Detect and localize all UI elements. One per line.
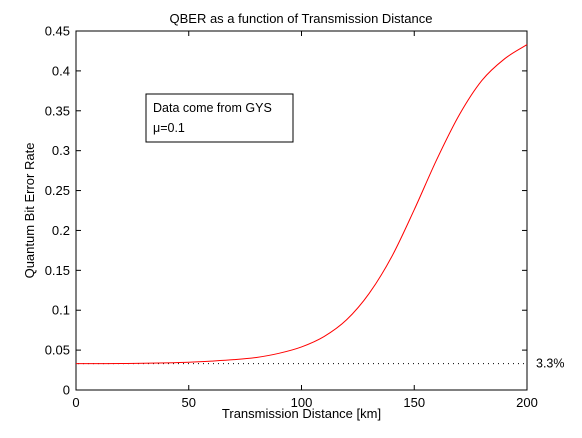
x-axis: 0 50 100 150 200	[72, 31, 538, 410]
annotation-line-mu: μ=0.1	[153, 121, 185, 135]
annotation-line-source: Data come from GYS	[153, 101, 272, 115]
y-tick-label: 0.25	[45, 183, 70, 198]
y-axis: 0 0.05 0.1 0.15 0.2 0.25 0.3 0.35 0.4 0.45	[45, 24, 527, 398]
annotation-box: Data come from GYS μ=0.1	[145, 93, 294, 143]
y-tick-label: 0.4	[52, 63, 70, 78]
x-tick-label: 150	[403, 395, 425, 410]
y-tick-label: 0.45	[45, 24, 70, 39]
y-tick-label: 0.35	[45, 103, 70, 118]
x-tick-label: 100	[291, 395, 313, 410]
x-tick-label: 50	[182, 395, 196, 410]
x-tick-label: 0	[72, 395, 79, 410]
axes-box	[75, 30, 528, 391]
y-tick-label: 0.1	[52, 303, 70, 318]
reference-line-label: 3.3%	[536, 357, 565, 371]
chart-title: QBER as a function of Transmission Dista…	[169, 11, 432, 26]
annotation-box-border	[145, 93, 294, 143]
x-axis-label: Transmission Distance [km]	[222, 406, 381, 421]
y-tick-label: 0.2	[52, 223, 70, 238]
y-tick-label: 0	[63, 383, 70, 398]
y-axis-label: Quantum Bit Error Rate	[22, 143, 37, 279]
plot-area: 0 50 100 150 200 00.050.10.150.20.250.30.350…	[45, 24, 538, 411]
series-line-qber	[75, 44, 528, 365]
y-tick-label: 0.05	[45, 343, 70, 358]
y-tick-label: 0.15	[45, 263, 70, 278]
x-tick-label: 200	[516, 395, 538, 410]
y-tick-label: 0.3	[52, 143, 70, 158]
